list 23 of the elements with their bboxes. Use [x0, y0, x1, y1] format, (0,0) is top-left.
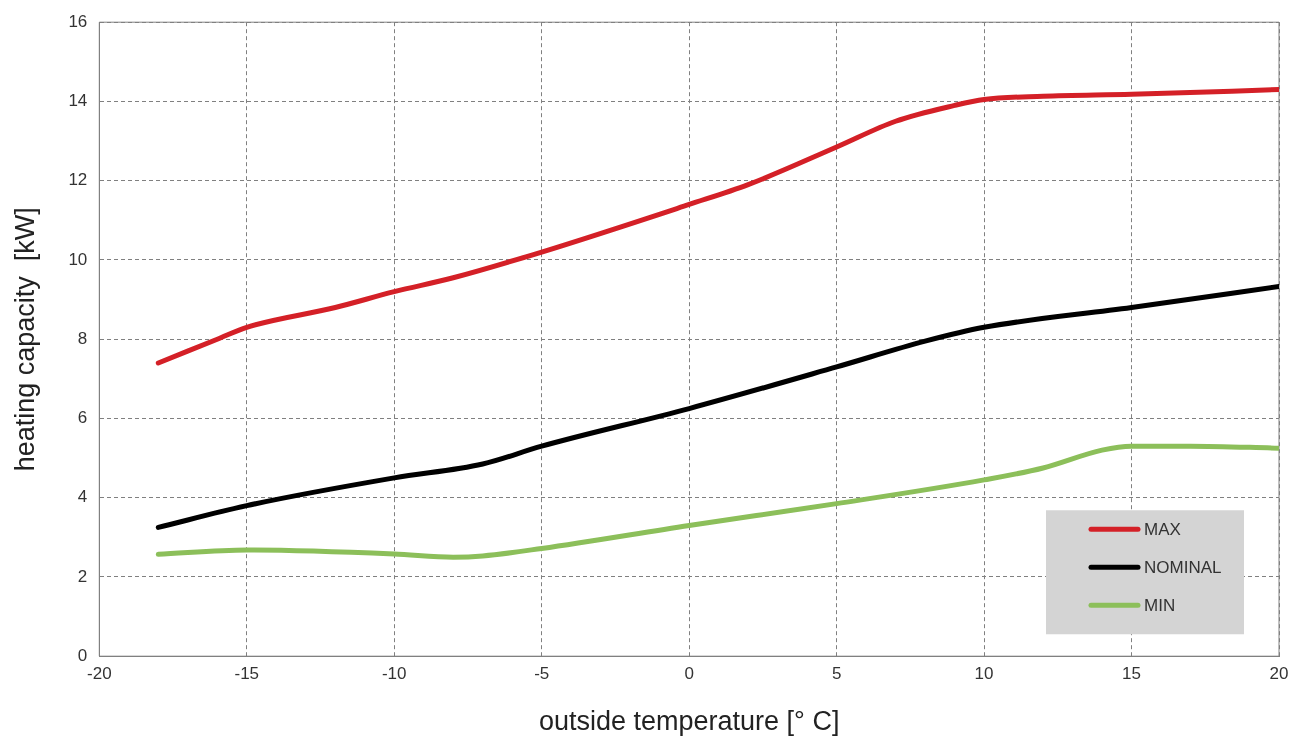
legend-label: MAX [1144, 519, 1181, 539]
y-tick-label: 2 [77, 566, 88, 586]
y-tick-label: 8 [77, 328, 88, 348]
x-tick-label: 20 [1269, 664, 1289, 684]
x-tick-label: 10 [974, 664, 994, 684]
x-tick-label: -10 [381, 664, 407, 684]
y-tick-label: 4 [77, 487, 88, 507]
y-tick-label: 10 [68, 249, 88, 269]
x-tick-label: 15 [1122, 664, 1141, 684]
x-tick-label: 0 [684, 664, 694, 684]
x-tick-label: -15 [234, 664, 260, 684]
y-tick-label: 14 [68, 91, 88, 111]
legend-label: NOMINAL [1144, 557, 1222, 577]
y-tick-label: 16 [68, 11, 88, 31]
x-tick-label: -20 [87, 664, 112, 684]
x-axis-title: outside temperature [° C] [538, 706, 840, 737]
y-tick-label: 6 [77, 408, 88, 428]
legend-label: MIN [1144, 595, 1176, 615]
y-tick-label: 0 [77, 645, 88, 665]
y-tick-label: 12 [68, 170, 88, 190]
y-axis-title: heating capacity [kW] [9, 207, 40, 472]
x-tick-label: 5 [831, 664, 842, 684]
x-tick-label: -5 [534, 664, 550, 684]
